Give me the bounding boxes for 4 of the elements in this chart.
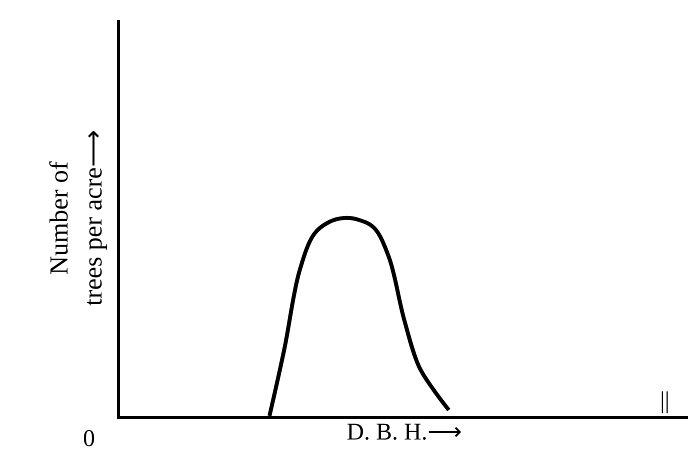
- annotation: ||: [660, 388, 670, 414]
- x-axis-title: D. B. H.⟶: [346, 419, 462, 446]
- y-axis-title: Number of trees per acre⟶: [44, 130, 108, 306]
- text: 0: [83, 426, 95, 452]
